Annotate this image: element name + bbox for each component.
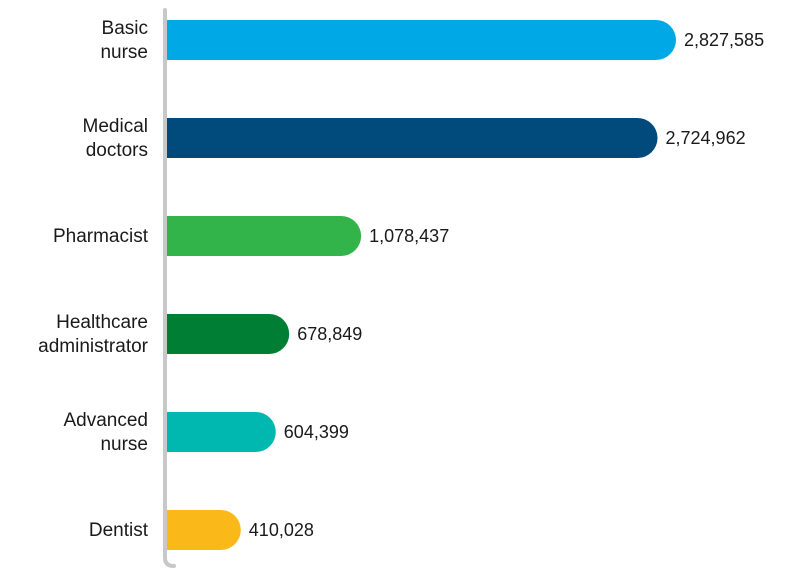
category-label: Advanced [63,410,148,431]
category-label: doctors [86,140,148,161]
category-label: Basic [102,18,148,39]
category-labels-group: Basic nurse Medical doctors Pharmacist Health… [38,18,149,541]
category-label: Dentist [89,520,149,541]
bar [167,216,362,256]
bar [167,118,658,158]
y-axis-line [163,8,176,568]
bar-value-label: 1,078,437 [369,226,449,246]
bar-value-label: 410,028 [249,520,314,540]
bar [167,510,241,550]
category-label: administrator [38,336,148,357]
bar [167,314,290,354]
value-labels-group: 2,827,585 2,724,962 1,078,437 678,849 604,39… [249,30,764,540]
category-label: nurse [100,434,148,455]
category-label: nurse [100,42,148,63]
bar-value-label: 2,724,962 [666,128,746,148]
category-label: Medical [83,116,148,137]
bar [167,412,276,452]
category-label: Pharmacist [53,226,149,247]
bar [167,20,676,60]
bars-group [167,20,676,550]
bar-value-label: 678,849 [297,324,362,344]
bar-value-label: 604,399 [284,422,349,442]
bar-value-label: 2,827,585 [684,30,764,50]
category-label: Healthcare [56,312,148,333]
